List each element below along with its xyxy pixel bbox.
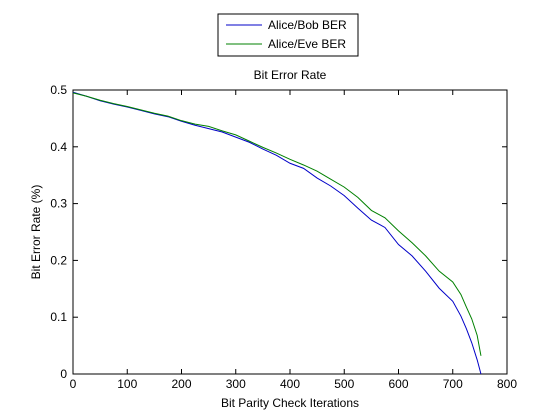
series-line-alice-eve-ber <box>72 92 482 356</box>
y-tick-label: 0.1 <box>50 310 67 324</box>
plot-area <box>72 89 508 375</box>
x-tick-label: 0 <box>70 377 77 391</box>
legend-box <box>217 13 359 57</box>
y-tick-label: 0 <box>60 367 67 381</box>
chart-title: Bit Error Rate <box>254 68 327 82</box>
ticks: 0 100 200 300 400 500 600 700 800 0 0.1 0.2 0.3 0.4 0.… <box>50 83 517 391</box>
x-tick-label: 600 <box>388 377 408 391</box>
x-tick-label: 100 <box>117 377 137 391</box>
y-tick-label: 0.2 <box>50 253 67 267</box>
x-tick-label: 200 <box>171 377 191 391</box>
y-tick-label: 0.5 <box>50 83 67 97</box>
x-tick-label: 700 <box>443 377 463 391</box>
y-tick-label: 0.4 <box>50 140 67 154</box>
x-tick-label: 300 <box>226 377 246 391</box>
series-layer <box>72 91 482 375</box>
legend: Alice/Bob BER Alice/Eve BER <box>217 13 359 57</box>
x-tick-label: 800 <box>497 377 517 391</box>
x-axis-label: Bit Parity Check Iterations <box>221 396 359 410</box>
legend-label-alice-bob: Alice/Bob BER <box>268 18 347 32</box>
series-line-alice-bob-ber <box>72 91 482 375</box>
x-tick-label: 500 <box>334 377 354 391</box>
y-axis-label: Bit Error Rate (%) <box>29 185 43 280</box>
x-tick-label: 400 <box>280 377 300 391</box>
y-tick-label: 0.3 <box>50 197 67 211</box>
legend-label-alice-eve: Alice/Eve BER <box>268 37 346 51</box>
